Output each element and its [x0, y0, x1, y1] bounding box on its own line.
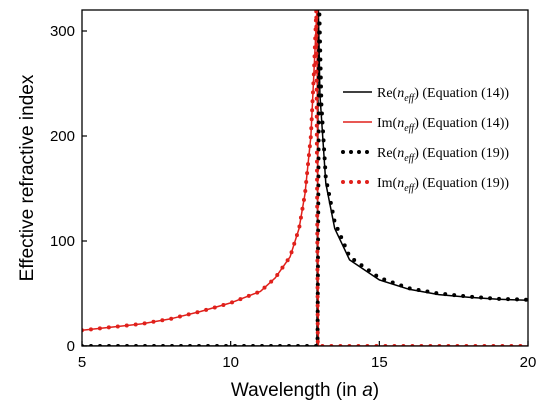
legend-label-sub: eff	[404, 183, 415, 194]
y-tick-label: 0	[67, 338, 75, 355]
plot-layer	[82, 10, 528, 346]
legend-label-suffix: ) (Equation (19))	[414, 176, 509, 191]
y-axis: 0 100 200 300	[50, 23, 87, 355]
series-line-3	[82, 10, 528, 346]
x-axis: 5 10 15 20	[78, 341, 537, 371]
legend-label-suffix: ) (Equation (14))	[414, 116, 509, 131]
legend-label-0: Re(neff) (Equation (14))	[377, 86, 509, 104]
x-tick-label: 10	[222, 354, 239, 371]
legend-label-prefix: Re(	[377, 86, 398, 101]
legend-label-prefix: Im(	[377, 176, 398, 191]
x-axis-title-prefix: Wavelength (in	[231, 380, 362, 401]
plot-frame	[81, 9, 529, 347]
legend-label-3: Im(neff) (Equation (19))	[377, 176, 509, 194]
legend-label-var: n	[397, 176, 404, 191]
y-tick-label: 300	[50, 23, 75, 40]
legend-label-suffix: ) (Equation (19))	[414, 146, 509, 161]
legend-label-prefix: Re(	[377, 146, 398, 161]
series-line-0	[82, 10, 528, 346]
legend-label-1: Im(neff) (Equation (14))	[377, 116, 509, 134]
legend-label-suffix: ) (Equation (14))	[414, 86, 509, 101]
x-axis-title-var: a	[362, 380, 373, 401]
x-tick-label: 5	[78, 354, 86, 371]
y-tick-label: 100	[50, 233, 75, 250]
series-line-2	[82, 10, 528, 346]
legend-label-sub: eff	[404, 153, 415, 164]
y-tick-label: 200	[50, 128, 75, 145]
legend-label-sub: eff	[404, 123, 415, 134]
legend-label-var: n	[397, 86, 404, 101]
x-tick-label: 20	[520, 354, 537, 371]
legend-label-sub: eff	[404, 93, 415, 104]
x-axis-title-suffix: )	[373, 380, 379, 401]
y-axis-title: Effective refractive index	[17, 74, 38, 281]
legend-label-var: n	[397, 116, 404, 131]
legend-label-var: n	[397, 146, 404, 161]
legend: Re(neff) (Equation (14))Im(neff) (Equati…	[341, 86, 509, 194]
legend-label-2: Re(neff) (Equation (19))	[377, 146, 509, 164]
legend-label-prefix: Im(	[377, 116, 398, 131]
x-tick-label: 15	[371, 354, 388, 371]
x-axis-title: Wavelength (in a)	[231, 380, 379, 401]
